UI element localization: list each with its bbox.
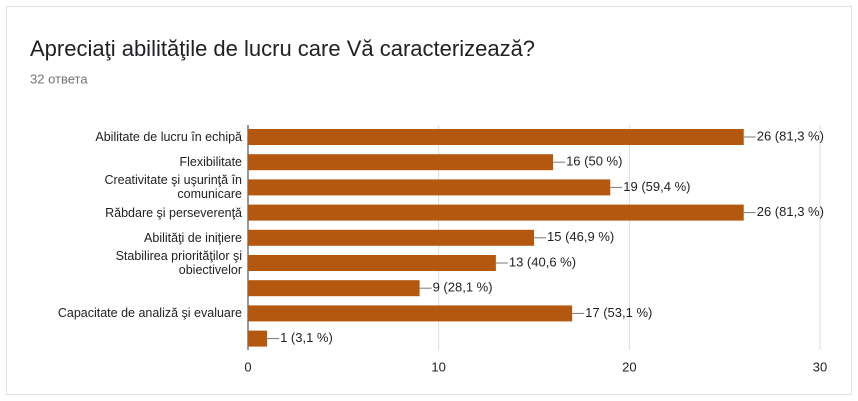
bar: [248, 154, 554, 171]
bar: [248, 179, 611, 196]
data-label: 19 (59,4 %): [623, 179, 690, 194]
y-tick-label: Abilităţi de iniţiere: [144, 230, 242, 245]
y-tick-label: Flexibilitate: [179, 155, 242, 170]
data-label: 26 (81,3 %): [757, 128, 824, 143]
data-label: 17 (53,1 %): [585, 305, 652, 320]
x-tick-label: 20: [622, 359, 636, 374]
bar: [248, 330, 268, 347]
bar: [248, 204, 744, 221]
y-tick-label: Creativitate şi uşurinţă în comunicare: [104, 173, 242, 202]
y-tick-label: Abilitate de lucru în echipă: [95, 130, 242, 144]
chart-subtitle: 32 ответа: [30, 71, 88, 86]
bar: [248, 229, 534, 246]
data-label: 13 (40,6 %): [509, 254, 576, 269]
data-label: 1 (3,1 %): [280, 330, 333, 345]
y-tick-label: Capacitate de analiză şi evaluare: [57, 306, 242, 321]
bar: [248, 280, 420, 297]
data-label: 26 (81,3 %): [757, 204, 824, 219]
x-tick-label: 10: [431, 359, 445, 374]
x-tick-label: 30: [813, 359, 827, 374]
data-label: 9 (28,1 %): [433, 280, 493, 295]
data-label: 16 (50 %): [566, 154, 622, 169]
card: [6, 6, 852, 395]
x-tick-label: 0: [244, 359, 251, 374]
data-label: 15 (46,9 %): [547, 229, 614, 244]
bar: [248, 255, 496, 271]
chart-title: Apreciaţi abilităţile de lucru care Vă c…: [30, 36, 535, 61]
y-tick-label: Răbdare şi perseverenţă: [105, 205, 242, 220]
bar: [248, 305, 573, 322]
y-tick-label: Stabilirea priorităţilor şi obiectivelor: [115, 249, 242, 277]
bar: [248, 129, 744, 145]
